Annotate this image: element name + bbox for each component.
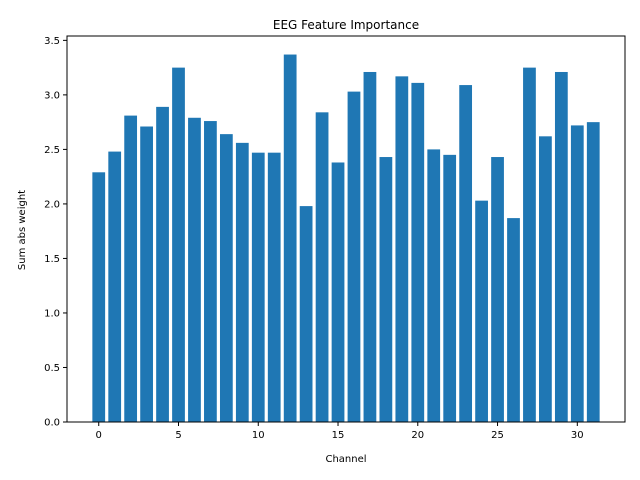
x-tick-label: 25: [491, 430, 504, 441]
bar-channel-11: [267, 152, 281, 423]
bar-channel-15: [331, 162, 345, 422]
bar-channel-26: [507, 218, 520, 422]
y-tick-label: 3.5: [44, 36, 60, 47]
x-axis-title: Channel: [325, 454, 366, 465]
bar-channel-2: [124, 115, 138, 422]
bars-group: [92, 54, 600, 423]
bar-channel-8: [219, 134, 233, 422]
bar-channel-22: [443, 154, 457, 423]
bar-channel-4: [156, 106, 169, 423]
y-tick-label: 2.5: [44, 145, 60, 156]
x-tick-label: 5: [175, 430, 181, 441]
chart-title: EEG Feature Importance: [273, 18, 419, 32]
bar-channel-5: [172, 67, 185, 423]
bar-channel-27: [523, 67, 536, 423]
bar-channel-21: [427, 149, 441, 422]
bar-channel-18: [379, 157, 393, 422]
y-tick-label: 1.5: [44, 254, 60, 265]
bar-channel-17: [363, 71, 377, 423]
x-tick-label: 20: [411, 430, 424, 441]
y-axis-title: Sum abs weight: [17, 190, 28, 270]
bar-channel-25: [491, 157, 504, 422]
y-axis: 0.0 0.5 1.0 1.5 2.0 2.5 3.0 3.5: [44, 36, 67, 429]
bar-channel-13: [299, 206, 313, 422]
bar-channel-1: [108, 151, 122, 423]
bar-channel-12: [283, 54, 297, 423]
x-axis: 0 5 10 15 20 25 30: [96, 422, 584, 441]
bar-channel-10: [251, 152, 265, 423]
x-tick-label: 0: [96, 430, 102, 441]
bar-channel-29: [554, 71, 568, 423]
y-tick-label: 3.0: [44, 90, 60, 101]
y-tick-label: 0.5: [44, 363, 60, 374]
bar-channel-7: [204, 121, 217, 423]
bar-channel-16: [347, 91, 361, 422]
bar-channel-9: [235, 142, 249, 422]
y-tick-label: 2.0: [44, 199, 60, 210]
bar-channel-14: [315, 112, 329, 422]
bar-channel-6: [188, 117, 201, 422]
bar-channel-20: [411, 82, 425, 422]
x-tick-label: 15: [332, 430, 345, 441]
y-tick-label: 0.0: [44, 418, 60, 429]
y-tick-label: 1.0: [44, 308, 60, 319]
bar-channel-31: [586, 122, 600, 423]
bar-channel-23: [459, 85, 473, 422]
bar-channel-3: [140, 126, 153, 423]
x-tick-label: 30: [571, 430, 584, 441]
plot-frame: [66, 35, 626, 423]
bar-channel-30: [570, 125, 584, 423]
bar-channel-0: [92, 172, 106, 422]
bar-channel-19: [395, 76, 409, 422]
bar-channel-24: [475, 200, 488, 422]
bar-channel-28: [539, 136, 552, 422]
x-tick-label: 10: [252, 430, 265, 441]
